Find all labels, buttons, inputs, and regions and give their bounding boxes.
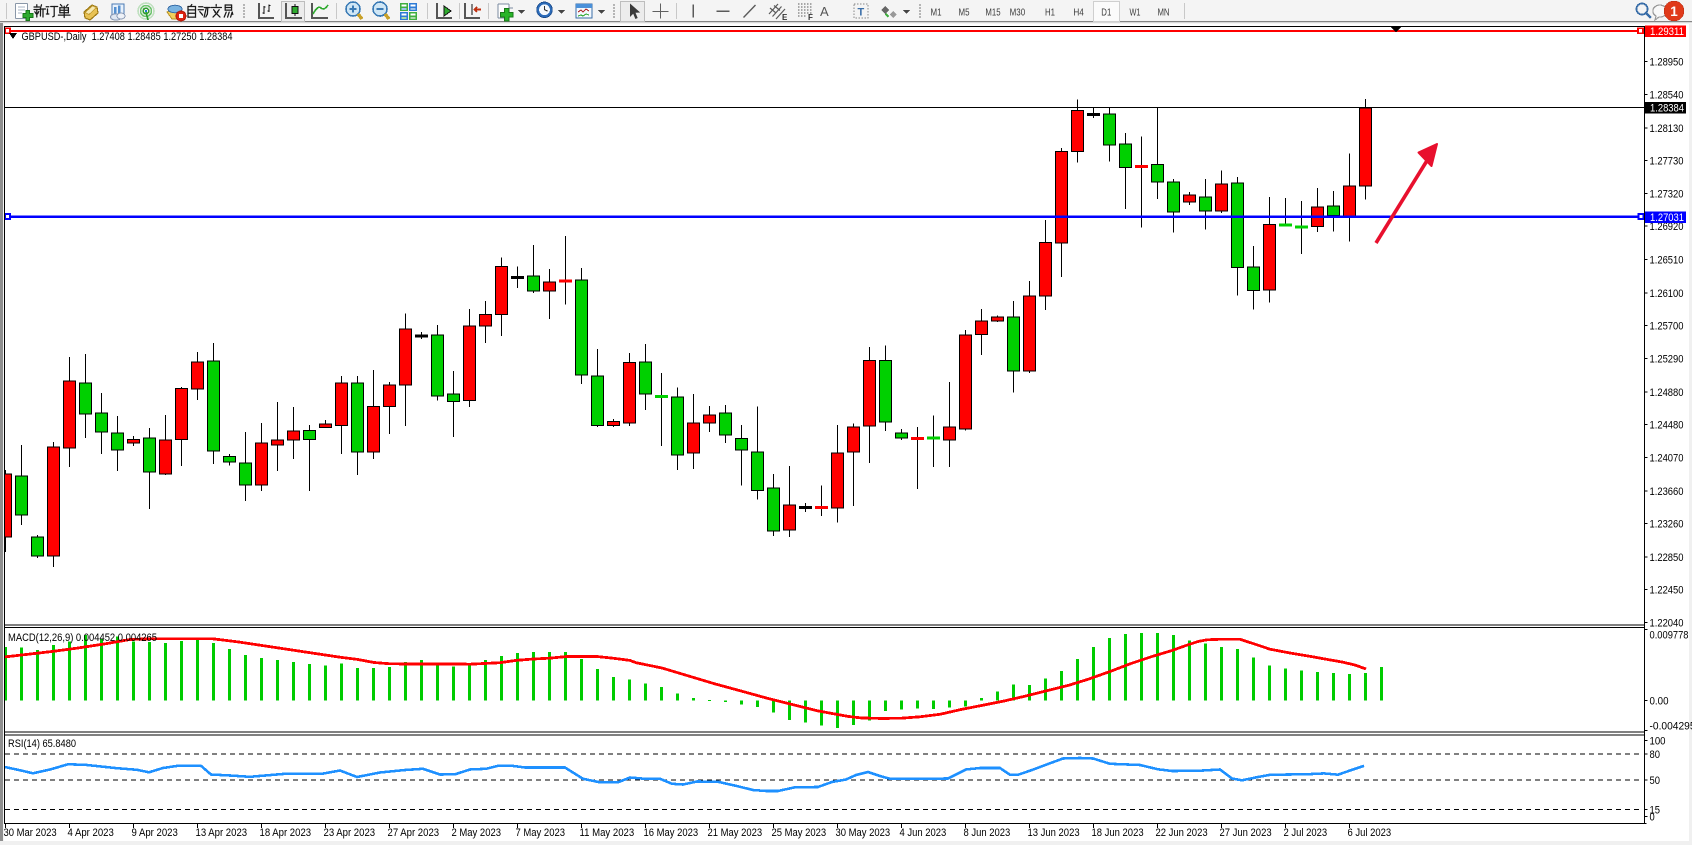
- svg-text:4 Apr 2023: 4 Apr 2023: [68, 827, 114, 839]
- svg-text:1.24070: 1.24070: [1650, 453, 1684, 465]
- svg-text:18 Apr 2023: 18 Apr 2023: [260, 827, 312, 839]
- svg-text:MN: MN: [1157, 7, 1169, 19]
- svg-text:1.26920: 1.26920: [1650, 221, 1684, 233]
- svg-text:1.22040: 1.22040: [1650, 618, 1684, 630]
- svg-text:1.28130: 1.28130: [1650, 123, 1684, 135]
- svg-text:1.29311: 1.29311: [1650, 26, 1684, 38]
- svg-text:1.28950: 1.28950: [1650, 56, 1684, 68]
- svg-text:6 Jul 2023: 6 Jul 2023: [1348, 827, 1392, 839]
- svg-text:1.26510: 1.26510: [1650, 255, 1684, 267]
- svg-text:30 May 2023: 30 May 2023: [836, 827, 891, 839]
- svg-text:1.28540: 1.28540: [1650, 90, 1684, 102]
- svg-text:18 Jun 2023: 18 Jun 2023: [1092, 827, 1144, 839]
- svg-text:M1: M1: [931, 7, 942, 19]
- svg-text:F: F: [808, 13, 813, 22]
- svg-text:M30: M30: [1010, 7, 1026, 19]
- svg-text:1.25290: 1.25290: [1650, 354, 1684, 366]
- svg-text:E: E: [782, 13, 788, 22]
- svg-text:13 Apr 2023: 13 Apr 2023: [196, 827, 248, 839]
- svg-text:0.009778: 0.009778: [1650, 630, 1689, 642]
- svg-text:1.22450: 1.22450: [1650, 584, 1684, 596]
- svg-text:-0.004295: -0.004295: [1650, 721, 1692, 733]
- svg-text:1.23660: 1.23660: [1650, 486, 1684, 498]
- svg-text:1: 1: [1670, 4, 1678, 19]
- svg-text:W1: W1: [1130, 7, 1141, 19]
- svg-text:13 Jun 2023: 13 Jun 2023: [1028, 827, 1080, 839]
- svg-text:7 May 2023: 7 May 2023: [516, 827, 566, 839]
- svg-text:M15: M15: [985, 7, 1000, 19]
- svg-text:H4: H4: [1073, 7, 1084, 19]
- svg-text:H1: H1: [1045, 7, 1055, 19]
- svg-text:2 Jul 2023: 2 Jul 2023: [1284, 827, 1328, 839]
- svg-text:T: T: [858, 7, 865, 19]
- svg-text:27 Apr 2023: 27 Apr 2023: [388, 827, 440, 839]
- svg-text:RSI(14) 65.8480: RSI(14) 65.8480: [8, 738, 76, 750]
- svg-text:50: 50: [1650, 775, 1661, 787]
- svg-text:30 Mar 2023: 30 Mar 2023: [4, 827, 57, 839]
- svg-text:A: A: [820, 4, 829, 19]
- svg-text:9 Apr 2023: 9 Apr 2023: [132, 827, 178, 839]
- svg-text:GBPUSD-,Daily 1.27408 1.28485: GBPUSD-,Daily 1.27408 1.28485 1.27250 1.…: [22, 31, 233, 43]
- svg-text:1.26100: 1.26100: [1650, 288, 1684, 300]
- svg-text:1.27730: 1.27730: [1650, 155, 1684, 167]
- svg-text:1.24880: 1.24880: [1650, 387, 1684, 399]
- svg-text:27 Jun 2023: 27 Jun 2023: [1220, 827, 1272, 839]
- svg-text:22 Jun 2023: 22 Jun 2023: [1156, 827, 1208, 839]
- svg-text:23 Apr 2023: 23 Apr 2023: [324, 827, 376, 839]
- svg-text:2 May 2023: 2 May 2023: [452, 827, 502, 839]
- svg-text:M5: M5: [959, 7, 970, 19]
- svg-text:21 May 2023: 21 May 2023: [708, 827, 763, 839]
- svg-text:MACD(12,26,9) 0.004452 0.00426: MACD(12,26,9) 0.004452 0.004265: [8, 632, 157, 644]
- svg-text:80: 80: [1650, 749, 1661, 761]
- svg-text:0.00: 0.00: [1650, 695, 1669, 707]
- svg-text:11 May 2023: 11 May 2023: [580, 827, 635, 839]
- svg-text:4 Jun 2023: 4 Jun 2023: [900, 827, 947, 839]
- svg-text:1.25700: 1.25700: [1650, 320, 1684, 332]
- svg-text:100: 100: [1650, 736, 1666, 748]
- svg-text:1.24480: 1.24480: [1650, 419, 1684, 431]
- svg-text:1.27320: 1.27320: [1650, 189, 1684, 201]
- svg-text:15: 15: [1650, 805, 1661, 817]
- svg-text:1.27031: 1.27031: [1650, 212, 1684, 224]
- svg-text:1.23260: 1.23260: [1650, 518, 1684, 530]
- svg-text:0: 0: [1650, 812, 1655, 824]
- svg-text:8 Jun 2023: 8 Jun 2023: [964, 827, 1011, 839]
- svg-text:25 May 2023: 25 May 2023: [772, 827, 827, 839]
- svg-text:16 May 2023: 16 May 2023: [644, 827, 699, 839]
- svg-text:D1: D1: [1101, 7, 1111, 19]
- svg-text:1.28384: 1.28384: [1650, 102, 1684, 114]
- svg-text:1.22850: 1.22850: [1650, 552, 1684, 564]
